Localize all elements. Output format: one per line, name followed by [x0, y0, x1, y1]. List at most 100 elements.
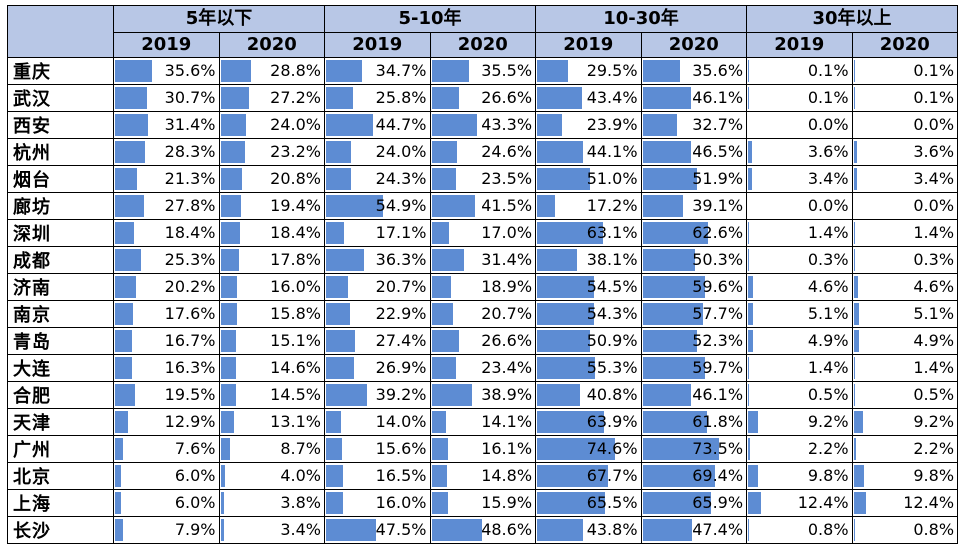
value-label: 20.7%: [481, 304, 533, 323]
data-bar: [326, 168, 352, 190]
value-cell: 24.6%: [429, 138, 537, 166]
value-cell: 25.8%: [324, 84, 431, 112]
data-bar: [431, 87, 460, 109]
table-row: 南京 17.6% 15.8% 22.9% 20.7% 54.3% 57.7% 5.1% 5.1%: [7, 300, 959, 328]
data-bar: [115, 60, 153, 82]
data-bar: [537, 357, 595, 379]
value-label: 14.1%: [481, 412, 533, 431]
value-label: 59.7%: [692, 358, 744, 377]
year-header: 2020: [640, 32, 748, 58]
value-cell: 3.6%: [746, 138, 853, 166]
value-cell: 35.6%: [640, 57, 748, 85]
data-bar: [431, 519, 483, 541]
value-label: 0.8%: [807, 520, 849, 539]
value-cell: 9.2%: [746, 408, 853, 436]
value-cell: 67.7%: [535, 462, 642, 490]
value-label: 29.5%: [586, 61, 638, 80]
header-row-groups: 5年以下 5-10年 10-30年 30年以上: [7, 5, 959, 58]
data-bar: [642, 222, 708, 244]
value-label: 39.1%: [692, 196, 744, 215]
value-cell: 35.5%: [429, 57, 537, 85]
data-bar: [642, 357, 705, 379]
value-cell: 41.5%: [429, 192, 537, 220]
value-cell: 7.9%: [113, 516, 220, 544]
value-cell: 2.2%: [851, 435, 959, 463]
data-bar: [853, 141, 858, 163]
value-cell: 65.9%: [640, 489, 748, 517]
value-label: 31.4%: [481, 250, 533, 269]
data-bar: [431, 141, 458, 163]
table-row: 大连 16.3% 14.6% 26.9% 23.4% 55.3% 59.7% 1.4% 1.4%: [7, 354, 959, 382]
value-label: 2.2%: [913, 439, 955, 458]
value-cell: 18.4%: [218, 219, 325, 247]
data-bar: [431, 411, 447, 433]
city-label: 杭州: [7, 138, 114, 166]
value-label: 19.4%: [270, 196, 321, 215]
data-bar: [642, 519, 693, 541]
value-cell: 27.2%: [218, 84, 325, 112]
value-label: 34.7%: [375, 61, 427, 80]
value-label: 0.3%: [913, 250, 955, 269]
table-row: 广州 7.6% 8.7% 15.6% 16.1% 74.6% 73.5% 2.2% 2.2%: [7, 435, 959, 463]
value-cell: 7.6%: [113, 435, 220, 463]
value-cell: 16.0%: [324, 489, 431, 517]
data-bar: [220, 60, 251, 82]
value-label: 17.6%: [164, 304, 216, 323]
value-cell: 30.7%: [113, 84, 220, 112]
value-label: 31.4%: [164, 115, 216, 134]
data-bar: [326, 87, 353, 109]
value-label: 0.5%: [807, 385, 849, 404]
value-cell: 52.3%: [640, 327, 748, 355]
value-cell: 46.1%: [640, 84, 748, 112]
city-label: 深圳: [7, 219, 114, 247]
value-cell: 4.6%: [746, 273, 853, 301]
value-cell: 31.4%: [429, 246, 537, 274]
value-cell: 5.1%: [746, 300, 853, 328]
value-cell: 63.9%: [535, 408, 642, 436]
value-label: 16.3%: [164, 358, 216, 377]
value-label: 15.8%: [270, 304, 321, 323]
data-bar: [115, 141, 145, 163]
value-label: 16.0%: [270, 277, 321, 296]
value-label: 16.0%: [375, 493, 427, 512]
value-cell: 28.8%: [218, 57, 325, 85]
value-cell: 20.8%: [218, 165, 325, 193]
data-bar: [220, 438, 230, 460]
data-bar: [537, 330, 591, 352]
year-header: 2019: [535, 32, 642, 58]
data-bar: [537, 465, 608, 487]
value-label: 23.2%: [270, 142, 321, 161]
value-label: 73.5%: [692, 439, 744, 458]
value-cell: 32.7%: [640, 111, 748, 139]
value-cell: 55.3%: [535, 354, 642, 382]
value-cell: 9.8%: [746, 462, 853, 490]
city-label: 西安: [7, 111, 114, 139]
value-cell: 16.3%: [113, 354, 220, 382]
value-label: 1.4%: [913, 223, 955, 242]
value-label: 67.7%: [586, 466, 638, 485]
value-cell: 38.1%: [535, 246, 642, 274]
value-label: 20.7%: [375, 277, 427, 296]
value-label: 41.5%: [481, 196, 533, 215]
value-cell: 57.7%: [640, 300, 748, 328]
value-label: 54.9%: [375, 196, 427, 215]
data-bar: [537, 519, 583, 541]
value-cell: 19.5%: [113, 381, 220, 409]
data-bar: [115, 438, 123, 460]
value-label: 8.7%: [280, 439, 321, 458]
value-cell: 0.3%: [851, 246, 959, 274]
value-cell: 35.6%: [113, 57, 220, 85]
value-cell: 0.0%: [746, 111, 853, 139]
table-row: 济南 20.2% 16.0% 20.7% 18.9% 54.5% 59.6% 4.6% 4.6%: [7, 273, 959, 301]
data-bar: [853, 357, 855, 379]
data-bar: [115, 168, 138, 190]
value-label: 62.6%: [692, 223, 744, 242]
data-bar: [326, 276, 348, 298]
year-header: 2020: [851, 32, 959, 58]
value-cell: 4.9%: [851, 327, 959, 355]
table-row: 深圳 18.4% 18.4% 17.1% 17.0% 63.1% 62.6% 1.4% 1.4%: [7, 219, 959, 247]
city-label: 廊坊: [7, 192, 114, 220]
data-bar: [748, 411, 758, 433]
value-label: 12.4%: [797, 493, 849, 512]
data-bar: [431, 438, 449, 460]
